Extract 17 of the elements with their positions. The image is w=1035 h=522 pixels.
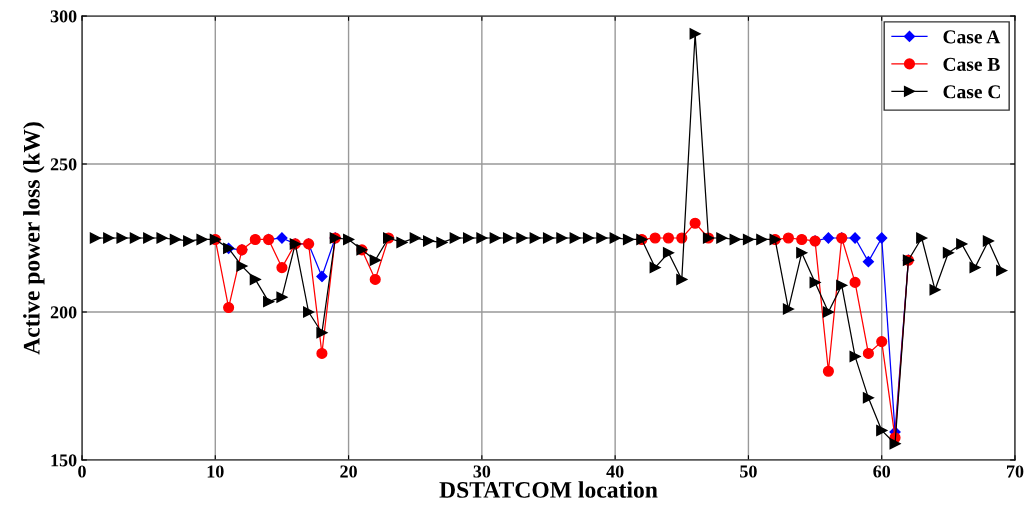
x-axis-title: DSTATCOM location <box>439 481 658 498</box>
x-tick-label: 70 <box>1007 465 1024 478</box>
legend-label: Case A <box>943 30 1001 44</box>
legend-label: Case C <box>943 85 1000 99</box>
x-tick-label: 40 <box>606 465 624 478</box>
x-tick-label: 30 <box>473 465 491 478</box>
y-tick-label: 300 <box>50 10 77 23</box>
x-tick-label: 10 <box>207 465 224 478</box>
x-tick-label: 60 <box>873 465 891 478</box>
x-tick-label: 0 <box>78 465 86 478</box>
legend-label: Case B <box>943 57 1000 71</box>
y-tick-label: 200 <box>50 306 77 319</box>
y-tick-label: 150 <box>51 454 77 467</box>
x-tick-label: 20 <box>340 465 357 478</box>
x-tick-label: 50 <box>740 465 757 478</box>
y-axis-title: Active power loss (kW) <box>23 122 45 355</box>
y-tick-label: 250 <box>50 158 77 171</box>
